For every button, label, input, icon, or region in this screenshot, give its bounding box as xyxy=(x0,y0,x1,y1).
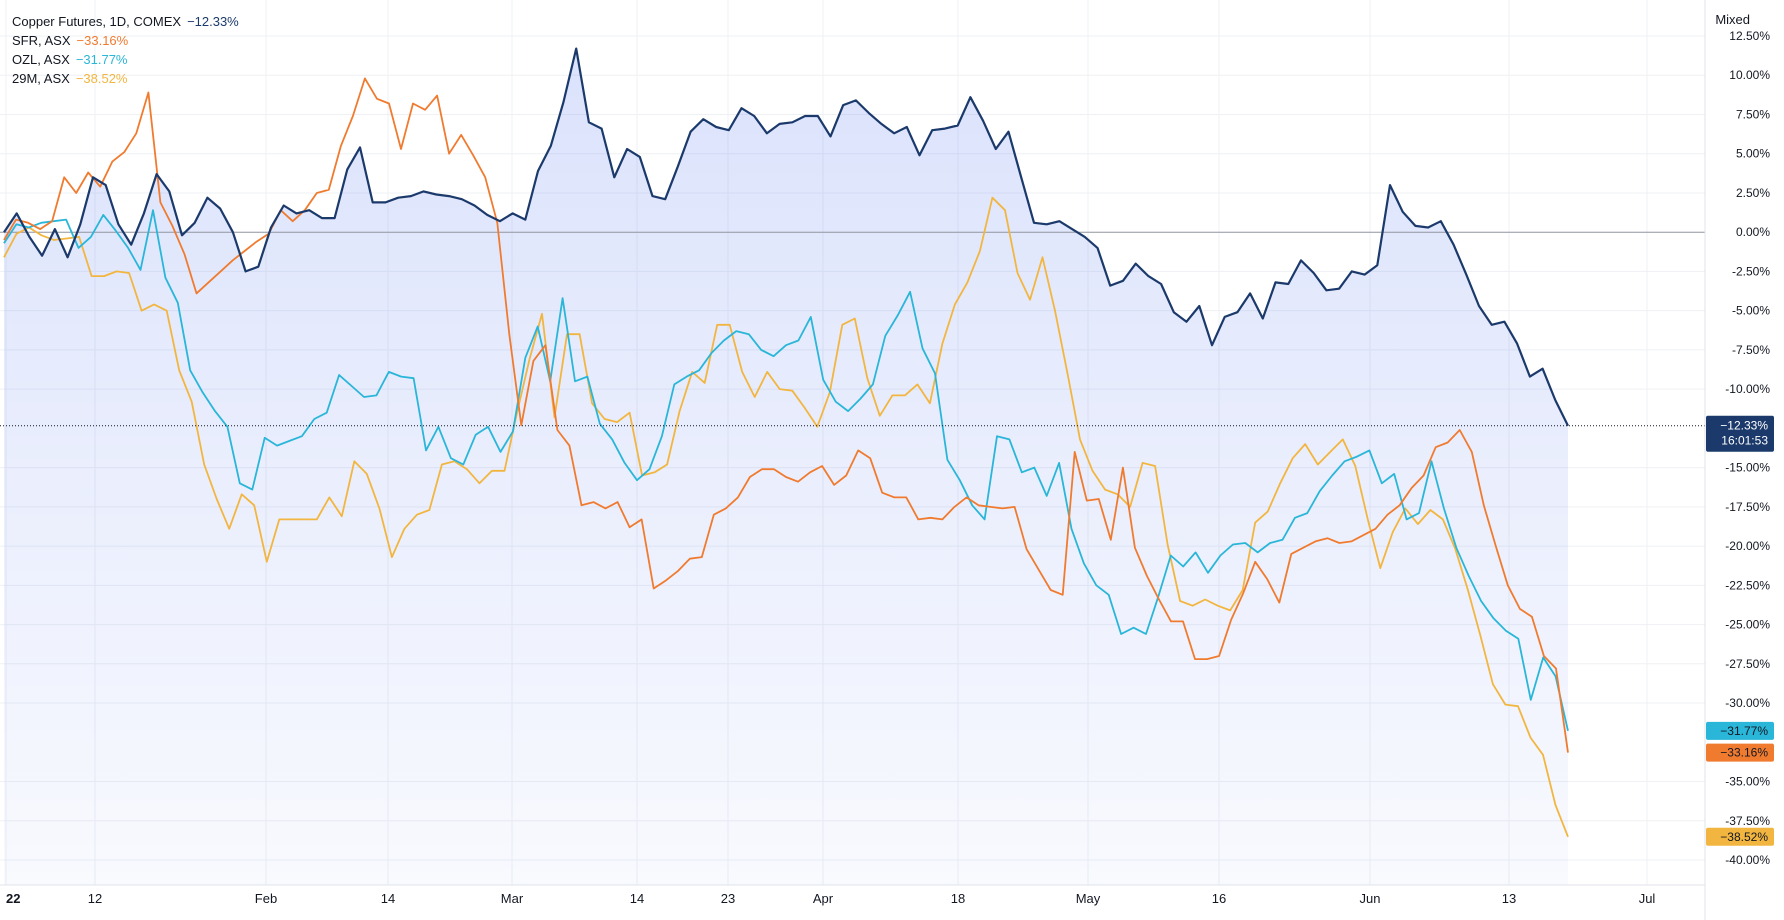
x-tick-label: Mar xyxy=(501,891,524,906)
y-tick-label: -25.00% xyxy=(1725,618,1770,632)
y-tick-label: 2.50% xyxy=(1736,186,1770,200)
price-badge-label: −33.16% xyxy=(1720,746,1768,760)
y-tick-label: 5.00% xyxy=(1736,147,1770,161)
y-tick-label: -30.00% xyxy=(1725,696,1770,710)
y-tick-label: -27.50% xyxy=(1725,657,1770,671)
legend-item[interactable]: SFR, ASX −33.16% xyxy=(12,31,239,50)
legend-item[interactable]: Copper Futures, 1D, COMEX −12.33% xyxy=(12,12,239,31)
y-tick-label: -15.00% xyxy=(1725,461,1770,475)
y-tick-label: -37.50% xyxy=(1725,814,1770,828)
x-tick-label: 16 xyxy=(1212,891,1226,906)
legend: Copper Futures, 1D, COMEX −12.33% SFR, AS… xyxy=(12,12,239,88)
scale-mode-label[interactable]: Mixed xyxy=(1715,12,1750,27)
series-line-0 xyxy=(3,47,1569,427)
y-tick-label: -35.00% xyxy=(1725,775,1770,789)
y-tick-label: -20.00% xyxy=(1725,539,1770,553)
price-badge xyxy=(1706,415,1774,452)
y-tick-label: -5.00% xyxy=(1732,304,1770,318)
legend-series-name: Copper Futures, 1D, COMEX xyxy=(12,14,182,29)
series-line-1 xyxy=(3,77,1569,753)
x-tick-label: Jul xyxy=(1639,891,1656,906)
legend-series-change: −33.16% xyxy=(76,33,129,48)
y-tick-label: -7.50% xyxy=(1732,343,1770,357)
x-tick-label: Apr xyxy=(813,891,834,906)
y-tick-label: 0.00% xyxy=(1736,225,1770,239)
price-badges: −12.33%16:01:53 −33.16% −31.77% −38.52% xyxy=(1706,415,1774,846)
x-tick-label: May xyxy=(1076,891,1101,906)
x-tick-label: 22 xyxy=(6,891,20,906)
x-tick-label: 23 xyxy=(721,891,735,906)
price-badge xyxy=(1706,721,1774,740)
y-tick-label: -2.50% xyxy=(1732,264,1770,278)
y-tick-label: -10.00% xyxy=(1725,382,1770,396)
x-tick-label: Feb xyxy=(255,891,277,906)
legend-series-change: −31.77% xyxy=(75,52,128,67)
price-badge-time: 16:01:53 xyxy=(1721,434,1768,448)
y-axis: 12.50% 10.00% 7.50% 5.00% 2.50% 0.00% -2.50% -5… xyxy=(1704,0,1770,920)
legend-series-name: SFR, ASX xyxy=(12,33,71,48)
x-tick-label: 14 xyxy=(630,891,644,906)
area-fill xyxy=(4,48,1568,886)
price-badge xyxy=(1706,827,1774,846)
legend-item[interactable]: OZL, ASX −31.77% xyxy=(12,50,239,69)
price-badge-label: −12.33% xyxy=(1720,419,1768,433)
legend-series-name: 29M, ASX xyxy=(12,71,70,86)
x-tick-label: 13 xyxy=(1502,891,1516,906)
price-badge-label: −38.52% xyxy=(1720,830,1768,844)
series-line-2 xyxy=(3,209,1569,732)
y-tick-label: -17.50% xyxy=(1725,500,1770,514)
x-tick-label: 12 xyxy=(88,891,102,906)
legend-series-name: OZL, ASX xyxy=(12,52,70,67)
x-tick-label: Jun xyxy=(1360,891,1381,906)
area-fill-copper xyxy=(4,48,1568,886)
x-tick-label: 14 xyxy=(381,891,395,906)
y-tick-label: 12.50% xyxy=(1729,29,1770,43)
price-badge xyxy=(1706,743,1774,762)
series-line-3 xyxy=(3,196,1569,838)
x-tick-label: 18 xyxy=(951,891,965,906)
y-tick-label: -22.50% xyxy=(1725,578,1770,592)
x-axis: 22 12 Feb 14 Mar 14 23 Apr 18 May 16 Jun 13 Jul xyxy=(0,884,1705,906)
legend-series-change: −12.33% xyxy=(187,14,239,29)
series-lines xyxy=(3,47,1569,838)
legend-series-change: −38.52% xyxy=(75,71,128,86)
price-badge-label: −31.77% xyxy=(1720,724,1768,738)
legend-item[interactable]: 29M, ASX −38.52% xyxy=(12,69,239,88)
y-tick-label: -40.00% xyxy=(1725,853,1770,867)
y-tick-label: 7.50% xyxy=(1736,107,1770,121)
y-tick-label: 10.00% xyxy=(1729,68,1770,82)
